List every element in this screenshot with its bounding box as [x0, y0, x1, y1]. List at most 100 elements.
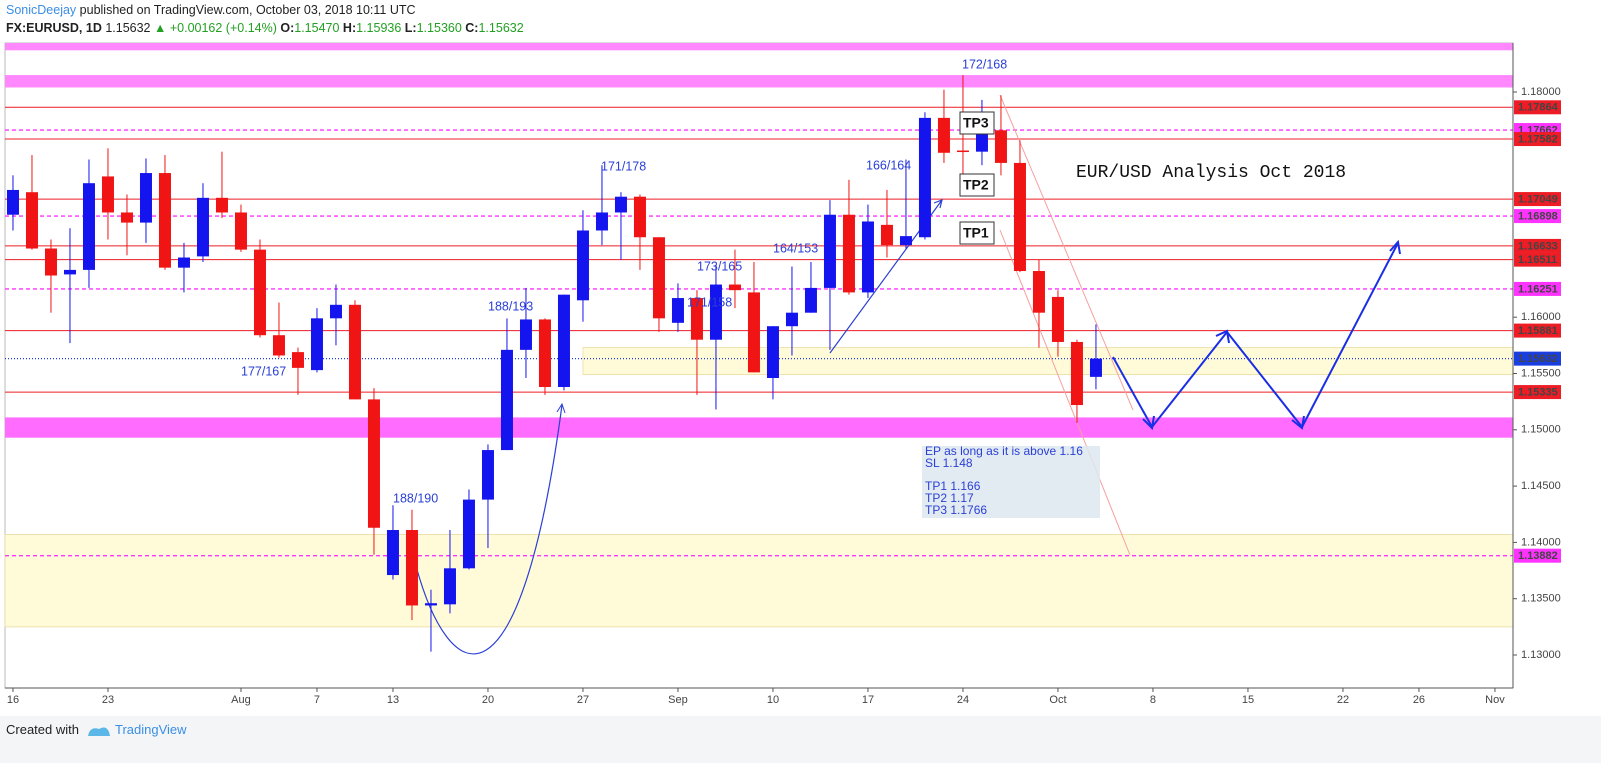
- x-tick-label: Oct: [1049, 694, 1066, 706]
- candle-body: [481, 450, 494, 500]
- level-label: 1.17582: [1518, 133, 1558, 145]
- x-tick-label: 10: [767, 694, 779, 706]
- candle-body: [405, 530, 418, 606]
- level-label-box: [1514, 132, 1561, 147]
- level-label: 1.15881: [1518, 325, 1558, 337]
- o: 1.15470: [294, 21, 340, 35]
- level-label-box: [1514, 192, 1561, 207]
- tp-box: [959, 221, 995, 245]
- y-tick-label: 1.15500: [1521, 367, 1561, 379]
- created: Created with: [6, 722, 79, 737]
- candle-body: [994, 130, 1007, 163]
- level-label-box: [1514, 281, 1561, 296]
- candle-body: [348, 304, 361, 400]
- curve: [415, 404, 563, 655]
- candle-body: [747, 292, 760, 373]
- note-line: EP as long as it is above 1.16: [925, 444, 1083, 458]
- h: 1.15936: [356, 21, 402, 35]
- x-tick-label: 13: [387, 694, 399, 706]
- candle-body: [975, 132, 988, 152]
- tp-box: [959, 111, 995, 135]
- x-tick-label: 23: [102, 694, 114, 706]
- annotation: 171/158: [687, 295, 732, 309]
- candle-body: [253, 249, 266, 336]
- x-tick-label: 24: [957, 694, 969, 706]
- annotation: 166/164: [866, 158, 911, 172]
- footer: Created with TradingView: [0, 716, 1601, 763]
- note-box: [922, 446, 1100, 518]
- candle-body: [25, 192, 38, 249]
- level-label: 1.17049: [1518, 193, 1558, 205]
- candle-body: [823, 214, 836, 288]
- candle-body: [443, 568, 456, 605]
- level-label-box: [1514, 351, 1561, 366]
- candle-body: [424, 603, 437, 606]
- candle-body: [177, 257, 190, 268]
- header-line-1: SonicDeejay published on TradingView.com…: [6, 3, 416, 17]
- y-tick-label: 1.13500: [1521, 593, 1561, 605]
- candle-body: [44, 248, 57, 276]
- note-line: SL 1.148: [925, 456, 973, 470]
- tp-label: TP3: [963, 115, 989, 131]
- candle-body: [918, 117, 931, 238]
- x-tick-label: 26: [1413, 694, 1425, 706]
- level-label: 1.16511: [1518, 254, 1557, 266]
- x-tick-label: 22: [1337, 694, 1349, 706]
- candle-body: [728, 284, 741, 291]
- candle-body: [82, 183, 95, 270]
- level-label-box: [1514, 548, 1561, 563]
- change: ▲ +0.00162 (+0.14%): [154, 21, 277, 35]
- candle-body: [614, 196, 627, 213]
- ticks: 1.18000 1.16000 1.15500 1.15000 1.14500 1.140…: [7, 86, 1561, 706]
- candle-body: [196, 197, 209, 257]
- candle-body: [310, 318, 323, 371]
- annotation: 173/165: [697, 259, 742, 273]
- level-label: 1.17864: [1518, 102, 1559, 114]
- author[interactable]: SonicDeejay: [6, 3, 77, 17]
- candle-body: [234, 212, 247, 250]
- candle-body: [6, 189, 19, 215]
- tp-label: TP1: [963, 225, 989, 241]
- candle-body: [633, 196, 646, 238]
- x-tick-label: 8: [1150, 694, 1156, 706]
- zones: [4, 43, 1514, 628]
- x-tick-label: 27: [577, 694, 589, 706]
- candle-body: [842, 214, 855, 293]
- candle-body: [120, 212, 133, 223]
- x-tick-label: 7: [314, 694, 320, 706]
- tp-box: [959, 173, 995, 197]
- level-label: 1.16251: [1518, 283, 1558, 295]
- annotations: 188/190 177/167 188/193 171/178 173/165 …: [241, 57, 1346, 518]
- candle-body: [557, 294, 570, 388]
- brand[interactable]: TradingView: [115, 722, 187, 737]
- y-tick-label: 1.15000: [1521, 424, 1561, 436]
- candle-body: [899, 236, 912, 246]
- level-label-box: [1514, 252, 1561, 267]
- chart: 188/190 177/167 188/193 171/178 173/165 …: [4, 42, 1561, 706]
- l: 1.15360: [416, 21, 462, 35]
- candle-body: [671, 298, 684, 323]
- level-label: 1.15632: [1518, 353, 1558, 365]
- candle-body: [880, 224, 893, 246]
- candle-body: [329, 304, 342, 319]
- x-tick-label: Nov: [1485, 694, 1505, 706]
- y-tick-label: 1.14500: [1521, 480, 1561, 492]
- level-label-box: [1514, 323, 1561, 338]
- candle-body: [956, 150, 969, 153]
- arrowhead: [556, 402, 566, 414]
- candle-body: [652, 237, 665, 319]
- l-label: L:: [404, 21, 417, 35]
- axes: [5, 43, 1514, 689]
- candle-body: [519, 319, 532, 350]
- note-line: TP2 1.17: [925, 491, 974, 505]
- x-tick-label: 20: [482, 694, 494, 706]
- annotation: 177/167: [241, 364, 286, 378]
- candle-body: [804, 287, 817, 313]
- y-tick-label: 1.18000: [1521, 86, 1561, 98]
- candle-body: [690, 298, 703, 340]
- level-label-box: [1514, 385, 1561, 400]
- candle-body: [500, 349, 513, 451]
- tp-label: TP2: [963, 177, 989, 193]
- published: published on TradingView.com, October 03…: [79, 3, 416, 17]
